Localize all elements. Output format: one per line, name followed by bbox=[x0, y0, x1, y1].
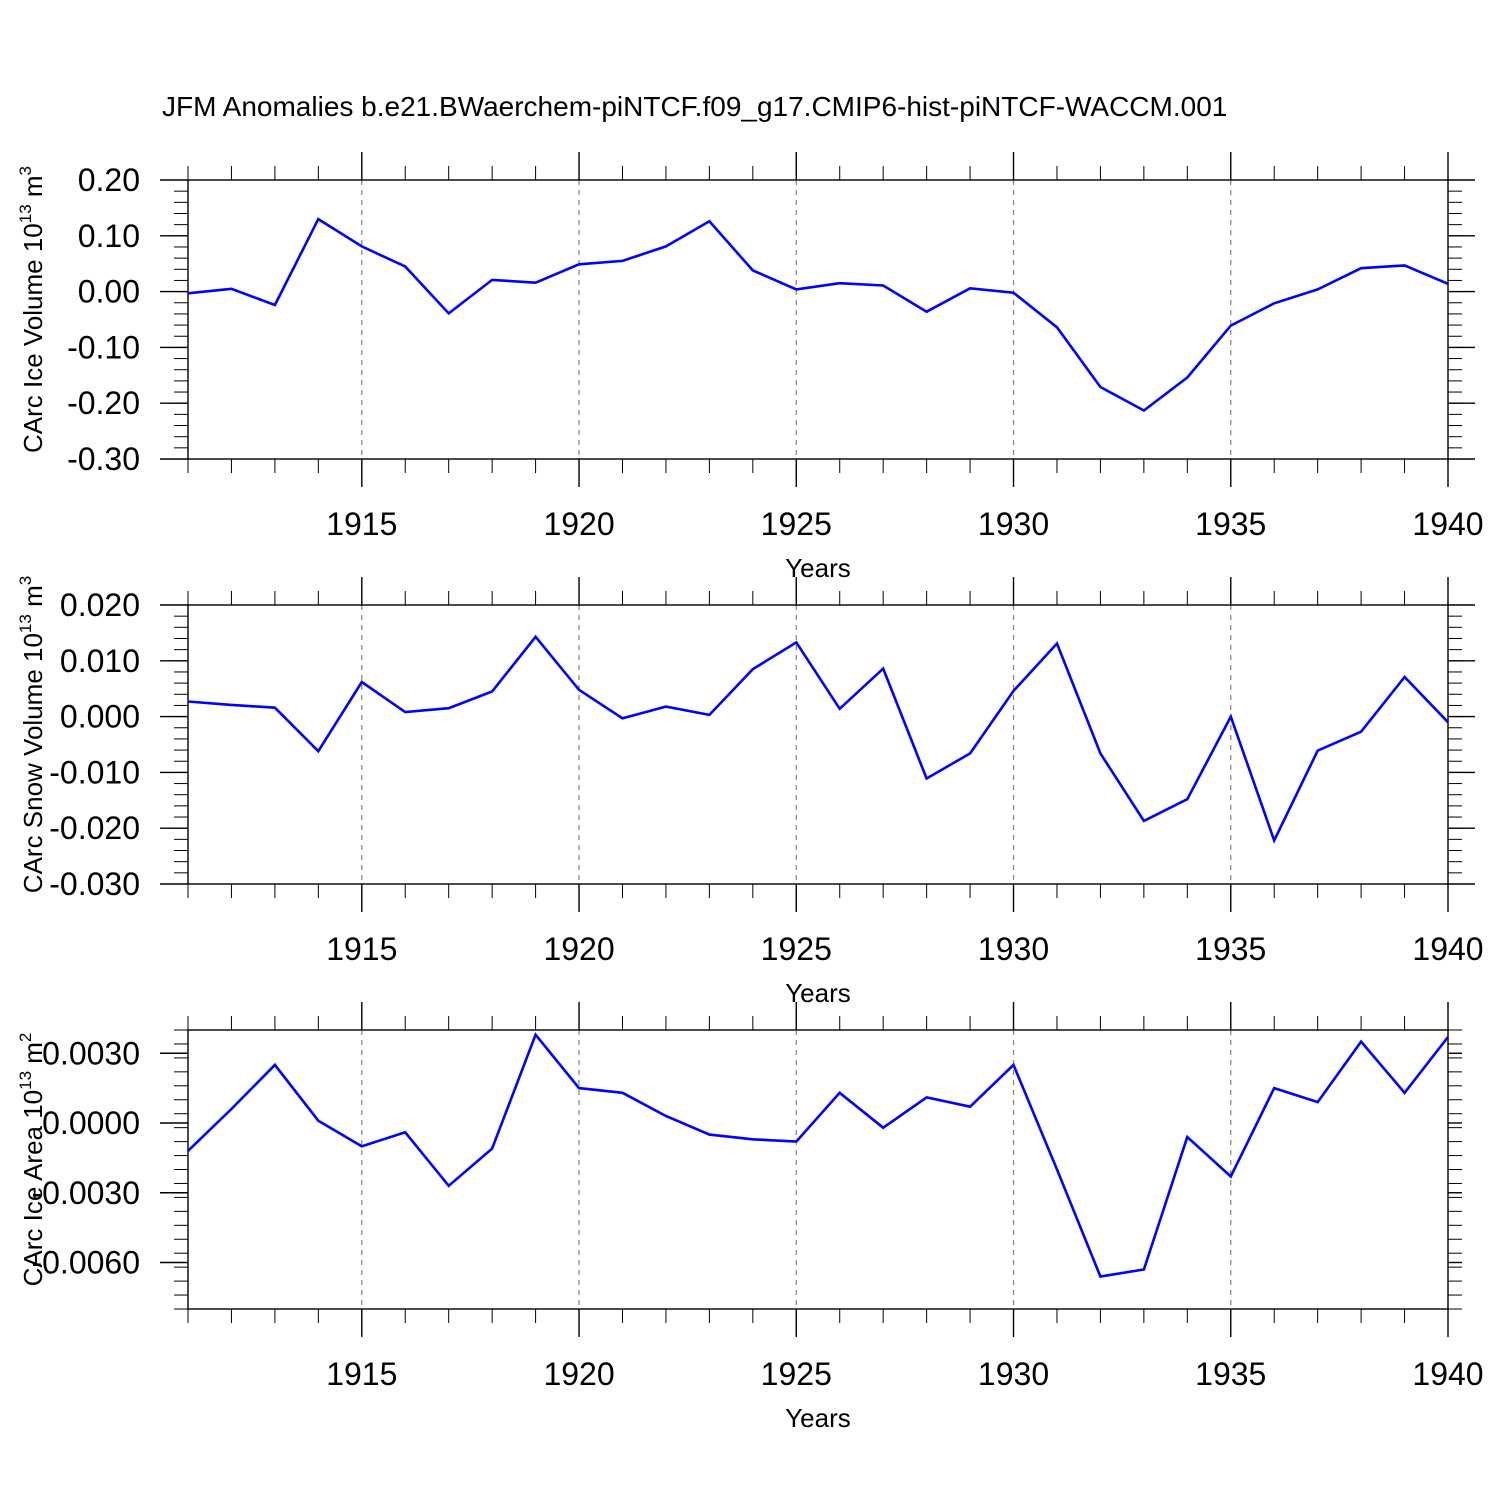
x-tick-label: 1925 bbox=[761, 506, 832, 542]
y-tick-label: 0.000 bbox=[60, 699, 140, 735]
series-line bbox=[187, 634, 1449, 844]
y-tick-label: -0.0030 bbox=[31, 1175, 140, 1211]
x-tick-label: 1925 bbox=[761, 1356, 832, 1392]
y-tick-label: 0.0000 bbox=[42, 1105, 140, 1141]
x-tick-label: 1930 bbox=[978, 1356, 1049, 1392]
x-tick-label: 1930 bbox=[978, 506, 1049, 542]
panel-2: 0.020 0.010 0.000 -0.010 -0.020 -0.030 1915 192… bbox=[16, 576, 1484, 1008]
panel-3: 0.0030 0.0000 -0.0030 -0.0060 1915 1920 1925 19… bbox=[16, 1002, 1484, 1433]
panels-container: 0.20 0.10 0.00 -0.10 -0.20 -0.30 1915 1920 1925 1… bbox=[16, 152, 1484, 1433]
x-tick-label: 1930 bbox=[978, 931, 1049, 967]
y-tick-label: -0.30 bbox=[67, 441, 140, 477]
y-tick-label: 0.00 bbox=[78, 274, 140, 310]
y-axis-label: CArc Snow Volume 1013 m3 bbox=[16, 576, 48, 893]
y-tick-label: -0.10 bbox=[67, 329, 140, 365]
x-tick-label: 1940 bbox=[1412, 931, 1483, 967]
y-axis-label-exponent: 13 bbox=[16, 614, 35, 633]
y-tick-label: 0.10 bbox=[78, 218, 140, 254]
y-axis-label: CArc Ice Area 1013 m2 bbox=[16, 1033, 48, 1287]
y-axis-label-text: CArc Snow Volume 10 bbox=[18, 633, 48, 893]
x-axis-label: Years bbox=[785, 553, 851, 583]
y-tick-label: 0.020 bbox=[60, 587, 140, 623]
plot-frame bbox=[187, 179, 1449, 460]
y-axis-label-unit: m bbox=[18, 175, 48, 204]
x-tick-label: 1920 bbox=[543, 931, 614, 967]
series-line bbox=[187, 1032, 1450, 1278]
y-tick-label: -0.030 bbox=[49, 866, 140, 902]
y-tick-label: 0.20 bbox=[78, 162, 140, 198]
y-axis-label-text: CArc Ice Volume 10 bbox=[18, 223, 48, 453]
y-axis-label-unit: m bbox=[18, 585, 48, 614]
y-axis-label-unit-exponent: 3 bbox=[16, 576, 35, 585]
x-tick-label: 1940 bbox=[1412, 1356, 1483, 1392]
x-tick-label: 1915 bbox=[326, 931, 397, 967]
series-line bbox=[187, 217, 1449, 413]
x-axis-label: Years bbox=[785, 1403, 851, 1433]
x-axis-label: Years bbox=[785, 978, 851, 1008]
y-axis-label-unit-exponent: 3 bbox=[16, 166, 35, 175]
x-tick-label: 1915 bbox=[326, 1356, 397, 1392]
y-axis-label-unit: m bbox=[18, 1042, 48, 1071]
y-axis-label: CArc Ice Volume 1013 m3 bbox=[16, 166, 48, 453]
y-axis-label-exponent: 13 bbox=[16, 1071, 35, 1090]
plot-frame bbox=[187, 604, 1449, 885]
panel-1: 0.20 0.10 0.00 -0.10 -0.20 -0.30 1915 1920 1925 1… bbox=[16, 152, 1484, 583]
y-tick-label: -0.010 bbox=[49, 754, 140, 790]
y-axis-label-unit-exponent: 2 bbox=[16, 1033, 35, 1042]
x-tick-label: 1935 bbox=[1195, 506, 1266, 542]
x-tick-label: 1935 bbox=[1195, 1356, 1266, 1392]
y-tick-label: -0.20 bbox=[67, 385, 140, 421]
y-tick-label: -0.020 bbox=[49, 810, 140, 846]
x-tick-label: 1925 bbox=[761, 931, 832, 967]
x-tick-label: 1920 bbox=[543, 1356, 614, 1392]
x-tick-label: 1915 bbox=[326, 506, 397, 542]
y-tick-label: -0.0060 bbox=[31, 1245, 140, 1281]
x-tick-label: 1920 bbox=[543, 506, 614, 542]
chart-title: JFM Anomalies b.e21.BWaerchem-piNTCF.f09… bbox=[162, 91, 1227, 122]
plot-frame bbox=[187, 1029, 1449, 1310]
y-axis-label-exponent: 13 bbox=[16, 204, 35, 223]
y-axis-label-text: CArc Ice Area 10 bbox=[18, 1090, 48, 1287]
x-tick-label: 1935 bbox=[1195, 931, 1266, 967]
x-tick-label: 1940 bbox=[1412, 506, 1483, 542]
y-tick-label: 0.0030 bbox=[42, 1035, 140, 1071]
y-tick-label: 0.010 bbox=[60, 643, 140, 679]
